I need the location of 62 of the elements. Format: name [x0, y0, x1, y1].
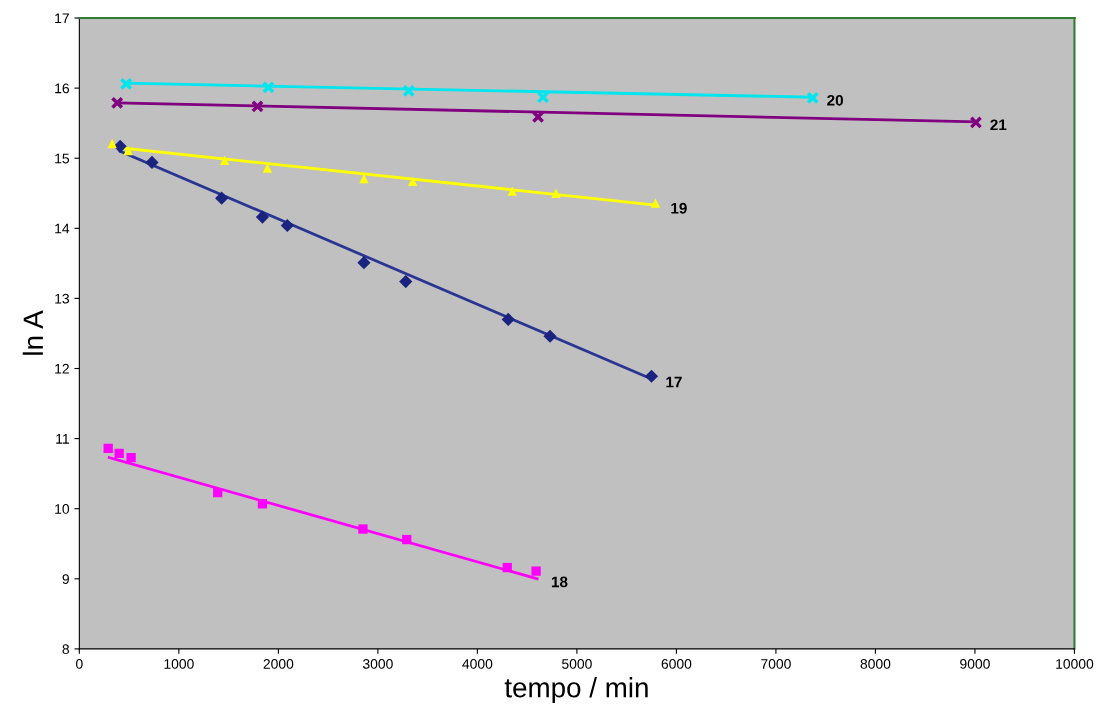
point: [126, 452, 136, 463]
point: [507, 186, 517, 196]
point: [123, 145, 133, 156]
point: [969, 116, 983, 129]
x-tick-label: 10000: [1056, 658, 1094, 669]
point: [408, 176, 418, 187]
point: [357, 256, 371, 270]
point: [262, 81, 275, 94]
point: [103, 443, 113, 454]
y-tick-label: 13: [55, 293, 70, 304]
point: [114, 448, 124, 458]
point: [255, 210, 270, 224]
point: [399, 275, 413, 289]
point: [402, 84, 416, 98]
point: [107, 138, 117, 149]
point: [262, 163, 273, 173]
point: [650, 198, 661, 208]
point: [145, 155, 159, 170]
point: [543, 329, 557, 343]
y-tick-label: 9: [62, 574, 69, 584]
annotation: 20: [827, 94, 843, 106]
x-tick-label: 1000: [164, 658, 194, 669]
point: [251, 99, 264, 113]
x-axis-title: tempo / min: [504, 677, 648, 704]
point: [402, 534, 412, 545]
y-tick-label: 8: [62, 644, 70, 655]
y-tick-label: 12: [55, 363, 69, 374]
point: [501, 312, 515, 327]
y-axis-title: ln A: [22, 310, 43, 355]
y-tick-label: 11: [56, 434, 69, 444]
x-tick-label: 6000: [661, 658, 692, 669]
annotation: 18: [551, 576, 568, 588]
x-tick-label: 0: [76, 658, 83, 669]
point: [280, 218, 294, 233]
point: [644, 369, 659, 383]
point: [219, 155, 230, 165]
x-tick-label: 4000: [462, 658, 493, 669]
x-tick-label: 5000: [562, 658, 592, 669]
y-tick-label: 15: [55, 153, 70, 164]
y-tick-label: 10: [55, 504, 70, 514]
point: [531, 566, 541, 576]
point: [113, 139, 127, 153]
point: [257, 499, 268, 509]
x-tick-label: 3000: [362, 658, 393, 669]
x-tick-label: 8000: [860, 658, 891, 669]
x-tick-label: 7000: [761, 658, 791, 669]
point: [551, 188, 561, 198]
point: [502, 562, 512, 573]
point: [358, 524, 368, 534]
annotation: 21: [990, 119, 1007, 131]
y-tick-label: 14: [55, 223, 70, 234]
x-tick-label: 9000: [960, 658, 990, 669]
point: [119, 77, 133, 91]
annotation: 17: [666, 376, 682, 388]
point: [806, 91, 820, 105]
y-tick-label: 16: [55, 83, 70, 94]
x-tick-label: 2000: [263, 658, 294, 669]
y-tick-label: 17: [55, 13, 69, 24]
point: [213, 487, 223, 498]
point: [110, 96, 124, 110]
annotation: 19: [671, 202, 687, 214]
point: [215, 191, 229, 205]
